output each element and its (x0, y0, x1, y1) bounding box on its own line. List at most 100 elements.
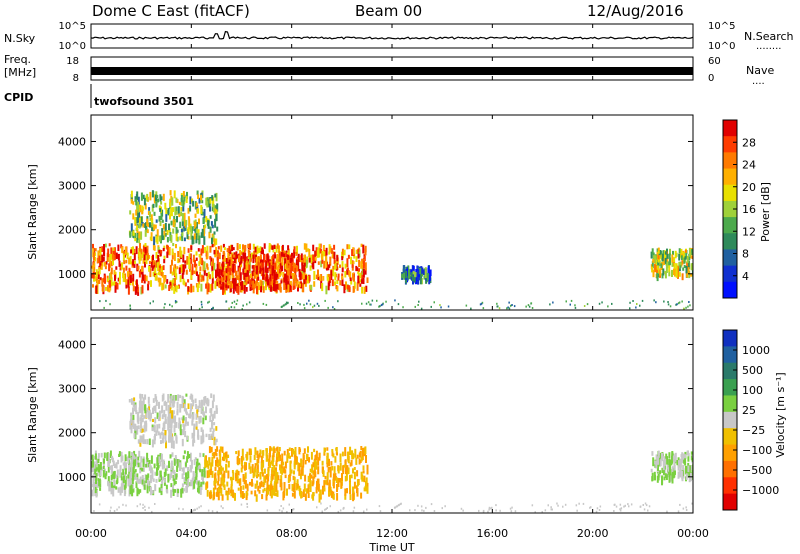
heatmap-cell (682, 453, 685, 460)
heatmap-cell (259, 482, 262, 489)
heatmap-cell (169, 473, 172, 480)
heatmap-cell (163, 306, 165, 309)
heatmap-cell (420, 307, 423, 310)
heatmap-cell (556, 502, 558, 505)
heatmap-cell (361, 302, 363, 305)
heatmap-cell (683, 459, 685, 464)
heatmap-cell (402, 306, 404, 309)
heatmap-cell (291, 484, 294, 491)
heatmap-cell (182, 200, 185, 207)
heatmap-cell (160, 440, 162, 444)
heatmap-cell (269, 266, 272, 275)
heatmap-cell (318, 494, 321, 498)
heatmap-cell (304, 493, 307, 501)
heatmap-cell (129, 307, 132, 310)
heatmap-cell (289, 280, 292, 286)
heatmap-cell (601, 301, 603, 304)
heatmap-cell (212, 394, 215, 402)
heatmap-cell (286, 269, 289, 276)
heatmap-cell (324, 480, 327, 485)
heatmap-cell (192, 285, 195, 293)
heatmap-cell (150, 220, 153, 225)
heatmap-cell (154, 471, 157, 476)
heatmap-cell (366, 464, 369, 473)
heatmap-cell (688, 301, 690, 303)
heatmap-cell (665, 474, 668, 480)
heatmap-cell (334, 272, 337, 281)
heatmap-cell (222, 473, 225, 478)
heatmap-cell (181, 218, 184, 227)
heatmap-cell (189, 223, 192, 227)
heatmap-cell (657, 473, 660, 481)
heatmap-cell (278, 451, 280, 458)
heatmap-cell (278, 265, 281, 269)
heatmap-cell (398, 503, 400, 506)
heatmap-cell (678, 460, 680, 465)
heatmap-cell (430, 503, 433, 506)
heatmap-cell (110, 261, 113, 267)
heatmap-cell (196, 409, 199, 418)
heatmap-cell (683, 307, 685, 310)
heatmap-cell (678, 272, 681, 277)
heatmap-cell (122, 253, 125, 261)
heatmap-cell (691, 255, 693, 259)
heatmap-cell (216, 457, 219, 463)
heatmap-cell (433, 510, 436, 512)
heatmap-cell (361, 447, 364, 453)
heatmap-cell (152, 203, 155, 208)
heatmap-cell (189, 452, 192, 462)
heatmap-cell (99, 462, 102, 470)
heatmap-cell (92, 266, 95, 272)
heatmap-cell (311, 464, 314, 473)
heatmap-cell (93, 510, 95, 512)
heatmap-cell (247, 243, 250, 248)
heatmap-cell (362, 277, 365, 284)
heatmap-cell (195, 403, 198, 410)
heatmap-cell (159, 265, 161, 269)
heatmap-cell (126, 271, 129, 277)
heatmap-cell (322, 245, 325, 251)
heatmap-cell (325, 285, 328, 295)
heatmap-cell (124, 484, 127, 489)
heatmap-cell (136, 505, 139, 508)
heatmap-cell (180, 195, 183, 203)
heatmap-cell (690, 451, 693, 455)
heatmap-cell (129, 468, 132, 477)
heatmap-cell (147, 283, 150, 291)
heatmap-cell (565, 300, 567, 303)
heatmap-cell (309, 468, 312, 472)
heatmap-cell (231, 470, 234, 474)
heatmap-cell (195, 222, 198, 229)
heatmap-cell (199, 266, 202, 272)
heatmap-cell (171, 436, 174, 442)
heatmap-cell (223, 247, 226, 251)
heatmap-cell (294, 274, 297, 282)
heatmap-cell (249, 243, 252, 250)
heatmap-cell (178, 417, 181, 424)
heatmap-cell (116, 508, 118, 511)
heatmap-cell (141, 209, 144, 215)
heatmap-cell (222, 477, 225, 486)
heatmap-cell (270, 480, 273, 486)
heatmap-cell (636, 303, 638, 305)
heatmap-cell (296, 265, 299, 272)
heatmap-cell (273, 275, 276, 284)
velocity-colorbar-swatch (723, 346, 737, 364)
heatmap-cell (635, 306, 637, 309)
heatmap-cell (246, 483, 249, 492)
heatmap-cell (138, 222, 141, 229)
heatmap-cell (153, 426, 156, 433)
heatmap-cell (206, 264, 209, 269)
heatmap-cell (244, 472, 247, 479)
heatmap-cell (297, 302, 299, 304)
heatmap-cell (366, 482, 369, 487)
heatmap-cell (98, 478, 101, 485)
heatmap-cell (441, 507, 443, 510)
heatmap-cell (170, 439, 173, 449)
heatmap-cell (289, 455, 291, 459)
heatmap-cell (138, 236, 141, 244)
heatmap-cell (178, 507, 180, 510)
heatmap-cell (242, 457, 245, 461)
heatmap-cell (527, 304, 530, 307)
heatmap-cell (110, 488, 113, 495)
